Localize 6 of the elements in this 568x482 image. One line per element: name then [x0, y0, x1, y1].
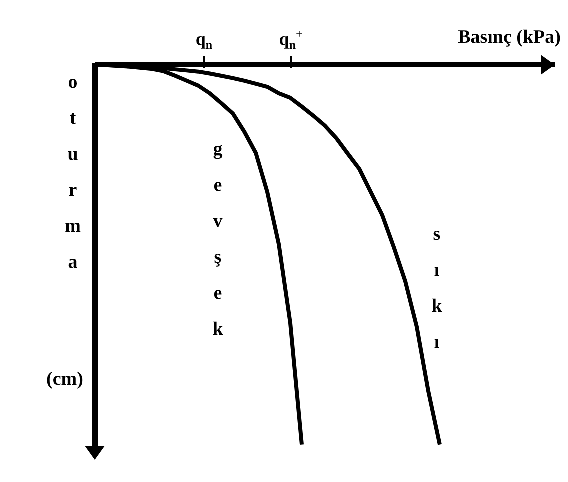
series-label: gevşek [212, 139, 224, 340]
text: (cm) [46, 369, 84, 390]
y-axis-title: oturma [65, 72, 82, 273]
series-label: sıkı [432, 224, 443, 353]
text: q$_{n}$ [196, 29, 213, 52]
x-axis-title: Basınç (kPa) [458, 27, 561, 48]
